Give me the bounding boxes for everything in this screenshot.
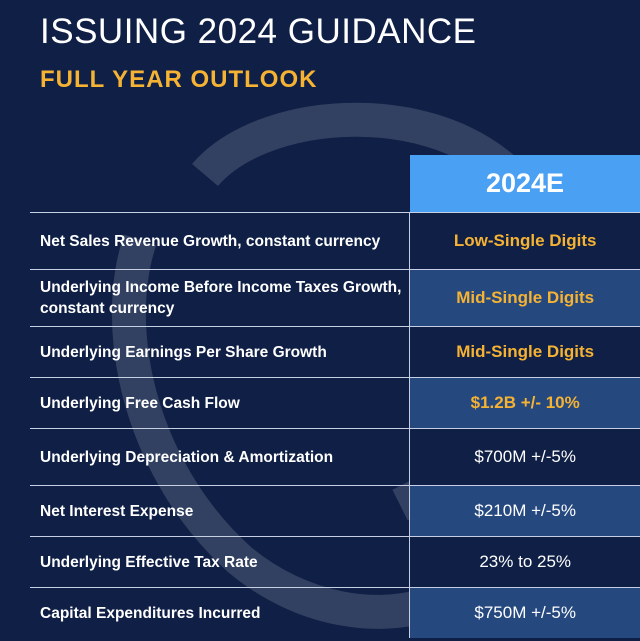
table-row: Underlying Earnings Per Share Growth Mid… (30, 326, 640, 377)
row-label: Underlying Earnings Per Share Growth (40, 343, 327, 361)
table-row: Underlying Income Before Income Taxes Gr… (30, 269, 640, 326)
table-row: Net Interest Expense $210M +/-5% (30, 485, 640, 536)
table-row: Underlying Depreciation & Amortization $… (30, 428, 640, 485)
row-label: Underlying Income Before Income Taxes Gr… (40, 279, 402, 317)
page-subtitle: FULL YEAR OUTLOOK (40, 66, 318, 93)
row-label: Capital Expenditures Incurred (40, 604, 261, 622)
table-row: Net Sales Revenue Growth, constant curre… (30, 212, 640, 269)
table-row: Capital Expenditures Incurred $750M +/-5… (30, 587, 640, 638)
guidance-table: 2024E Net Sales Revenue Growth, constant… (30, 155, 640, 638)
row-value: Low-Single Digits (409, 213, 640, 269)
row-value: Mid-Single Digits (409, 270, 640, 326)
row-label: Net Interest Expense (40, 502, 194, 520)
row-value: Mid-Single Digits (409, 327, 640, 377)
table-row: Underlying Free Cash Flow $1.2B +/- 10% (30, 377, 640, 428)
row-label: Net Sales Revenue Growth, constant curre… (40, 232, 381, 250)
table-header-row: 2024E (30, 155, 640, 212)
row-label: Underlying Free Cash Flow (40, 394, 240, 412)
row-value: 23% to 25% (409, 537, 640, 587)
row-value: $750M +/-5% (409, 588, 640, 638)
row-value: $210M +/-5% (409, 486, 640, 536)
page-title: ISSUING 2024 GUIDANCE (40, 12, 477, 51)
column-header-2024e: 2024E (410, 155, 640, 212)
row-value: $700M +/-5% (409, 429, 640, 485)
row-value: $1.2B +/- 10% (409, 378, 640, 428)
table-row: Underlying Effective Tax Rate 23% to 25% (30, 536, 640, 587)
row-label: Underlying Depreciation & Amortization (40, 448, 334, 466)
row-label: Underlying Effective Tax Rate (40, 553, 258, 571)
